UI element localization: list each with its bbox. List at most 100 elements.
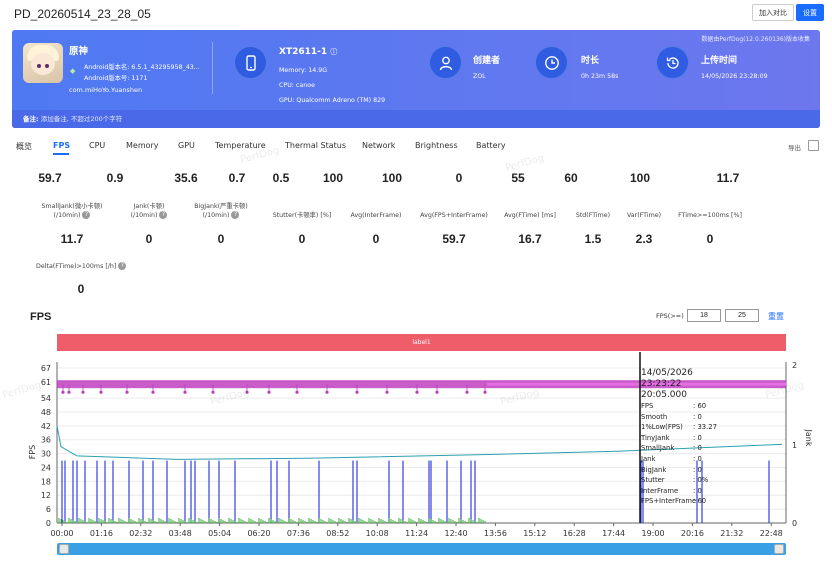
stat-label: Avg(InterFrame) (331, 211, 421, 220)
fps-threshold-input-2[interactable]: 25 (725, 309, 759, 322)
y-tick-label: 54 (41, 394, 51, 403)
creator-value: ZOL (473, 73, 486, 80)
stat-label: Delta(FTime)>100ms [/h]? (36, 262, 136, 271)
tab-9[interactable]: Battery (476, 141, 506, 150)
session-info-banner: 数据由PerfDog(12.0.260136)版本收集 原神 ◆ Android… (12, 30, 820, 128)
tooltip-value: : 33.27 (693, 423, 717, 432)
app-icon (23, 43, 63, 83)
tooltip-row: Jank : 0 (641, 454, 719, 465)
note-input[interactable]: 添加备注, 不超过200个字符 (40, 115, 123, 123)
tab-0[interactable]: 概览 (16, 142, 32, 151)
help-icon[interactable]: ? (118, 262, 127, 270)
stat-label-unit: (/10min) (53, 212, 81, 219)
stat-label: SmallJank(微小卡顿) (/10min)? (27, 202, 117, 220)
x-tick-label: 02:32 (129, 529, 152, 538)
tooltip-row: FPS+InterFrame: 60 (641, 496, 719, 507)
stat-value: 0 (455, 171, 463, 185)
stat-label-line: FTime>=100ms [%] (678, 212, 742, 219)
fps-series-band (57, 380, 786, 389)
tab-8[interactable]: Brightness (415, 141, 458, 150)
info-icon[interactable]: ⓘ (330, 48, 338, 56)
tooltip-row: TinyJank: 0 (641, 433, 719, 444)
tab-3[interactable]: Memory (126, 141, 159, 150)
stat-label-line: Avg(InterFrame) (350, 212, 402, 219)
tab-6[interactable]: Thermal Status (285, 141, 346, 150)
export-link[interactable]: 导出 (788, 144, 801, 152)
tooltip-key: FPS (641, 402, 654, 410)
phone-icon (234, 46, 267, 79)
stat-label-line: Stutter(卡顿率) [%] (272, 212, 332, 219)
app-name: 原神 (69, 46, 89, 57)
tooltip-row: Stutter: 0% (641, 475, 719, 486)
tooltip-key: 1%Low(FPS) (641, 423, 683, 432)
stat-value: 16.7 (518, 232, 542, 246)
device-cpu: CPU: canoe (279, 82, 315, 89)
device-memory: Memory: 14.9G (279, 67, 328, 74)
add-compare-button[interactable]: 加入对比 (752, 4, 794, 21)
top-bar: PD_20260514_23_28_05 加入对比 设置 (0, 0, 832, 26)
stat-label: Std(FTime) (548, 211, 638, 220)
x-tick-label: 17:44 (602, 529, 625, 538)
note-bar[interactable]: 备注: 添加备注, 不超过200个字符 (12, 110, 820, 128)
stat-value: 0 (77, 282, 85, 296)
tab-7[interactable]: Network (362, 141, 396, 150)
y-tick-label: 61 (41, 378, 51, 387)
help-icon[interactable]: ? (82, 211, 91, 219)
note-label: 备注: (23, 115, 39, 123)
reset-button[interactable]: 重置 (768, 312, 784, 321)
x-tick-label: 20:16 (681, 529, 704, 538)
time-range-scrollbar[interactable] (57, 543, 786, 555)
y-tick-label: 12 (41, 491, 51, 500)
tab-4[interactable]: GPU (178, 141, 195, 150)
tab-1[interactable]: FPS (53, 141, 71, 150)
stat-label: Avg(FTime) [ms] (485, 211, 575, 220)
help-icon[interactable]: ? (231, 211, 240, 219)
chart-tooltip: 14/05/2026 23:23:22 20:05.000 FPS: 60 Smo… (641, 368, 719, 507)
package-name: com.miHoYo.Yuanshen (69, 86, 143, 94)
y-tick-label: 42 (41, 422, 51, 431)
clock-icon (535, 46, 568, 79)
tooltip-key: SmallJank (641, 444, 675, 453)
stat-label-line: Std(FTime) (575, 212, 611, 219)
export-icon[interactable] (808, 140, 819, 151)
label-band[interactable]: label1 (57, 334, 786, 351)
user-icon (429, 46, 462, 79)
tooltip-value: : 0 (693, 454, 702, 463)
fps-threshold-input-1[interactable]: 18 (687, 309, 721, 322)
range-end-handle[interactable] (774, 544, 784, 554)
settings-button[interactable]: 设置 (796, 4, 824, 21)
tooltip-key: BigJank (641, 465, 667, 474)
x-tick-label: 19:00 (642, 529, 665, 538)
stat-value: 11.7 (716, 171, 740, 185)
tooltip-value: : 0 (693, 486, 702, 495)
stat-value: 100 (629, 171, 651, 185)
tab-5[interactable]: Temperature (215, 141, 266, 150)
stat-label-line: (/10min)? (104, 211, 194, 220)
x-tick-label: 00:00 (50, 529, 73, 538)
stat-value: 11.7 (60, 232, 84, 246)
tooltip-row: Smooth: 0 (641, 412, 719, 423)
x-tick-label: 10:08 (366, 529, 389, 538)
x-tick-label: 11:24 (405, 529, 428, 538)
android-version-code: Android版本号: 1171 (84, 75, 148, 82)
stat-label-line: Avg(FPS+InterFrame) (420, 212, 488, 219)
help-icon[interactable]: ? (159, 211, 168, 219)
stat-label: Jank(卡顿) (/10min)? (104, 202, 194, 220)
range-start-handle[interactable] (59, 544, 69, 554)
banner-divider (212, 42, 213, 94)
stat-value: 0.5 (272, 171, 290, 185)
upload-value: 14/05/2026 23:28:09 (701, 73, 768, 80)
stat-value: 100 (381, 171, 403, 185)
stat-value: 35.6 (174, 171, 198, 185)
tooltip-key: Jank (641, 454, 656, 463)
fps-threshold-label: FPS(>=) (656, 312, 684, 320)
stat-value: 1.5 (584, 232, 602, 246)
tab-2[interactable]: CPU (89, 141, 106, 150)
device-name: XT2611-1 ⓘ (279, 47, 338, 57)
y-tick-label: 0 (46, 519, 51, 528)
stat-value: 0.7 (228, 171, 246, 185)
x-tick-label: 12:40 (444, 529, 467, 538)
stat-label-line: (/10min)? (27, 211, 117, 220)
stat-value: 55 (511, 171, 525, 185)
